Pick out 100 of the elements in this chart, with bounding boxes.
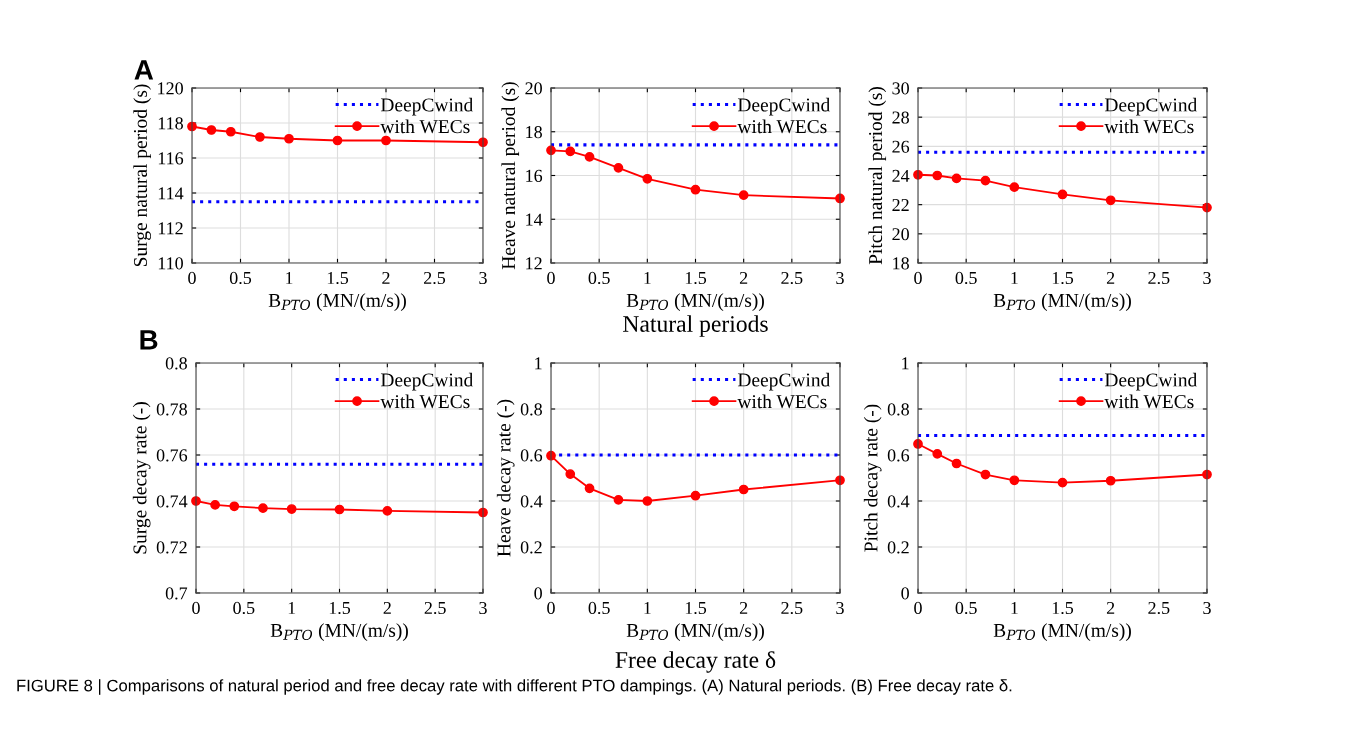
y-tick-label: 0: [901, 587, 909, 600]
legend-label: with WECs: [737, 119, 827, 134]
y-tick-label: 114: [158, 187, 184, 200]
y-tick-label: 12: [526, 257, 542, 270]
y-tick-label: 22: [892, 198, 909, 211]
x-tick-label: 3: [1203, 601, 1211, 615]
y-tick-label: 20: [892, 228, 909, 241]
y-axis-title: Heave natural period (s): [501, 82, 520, 270]
y-tick-label: 110: [158, 257, 183, 270]
y-tick-label: 24: [892, 169, 910, 182]
point: [1105, 475, 1116, 486]
x-tick-label: 2.5: [781, 271, 803, 285]
y-tick-label: 28: [892, 111, 909, 124]
x-tick-label: 1.5: [327, 271, 349, 285]
point: [738, 190, 749, 201]
point: [1057, 477, 1068, 488]
x-tick-label: 1.5: [1052, 271, 1074, 285]
y-tick-label: 26: [892, 140, 910, 153]
x-tick-label: 2.5: [781, 601, 803, 615]
y-tick-label: 18: [526, 126, 542, 139]
y-tick-label: 0.6: [887, 449, 910, 462]
x-axis-title: B$_{PTO}$ (MN/(m/s)): [626, 623, 764, 641]
caption: FIGURE 8 | Comparisons of natural period and free decay rate with different PTO dampings. (A) Natural periods. (B) Free decay rate δ.: [17, 679, 1012, 695]
point: [1057, 189, 1068, 200]
x-tick-label: 2: [382, 271, 390, 284]
legend-label: DeepCwind: [737, 372, 831, 391]
point: [932, 170, 943, 181]
x-axis-title: B$_{PTO}$ (MN/(m/s)): [993, 623, 1131, 641]
x-tick-label: 1: [288, 601, 296, 614]
y-tick-label: 112: [158, 222, 183, 235]
point: [381, 135, 391, 146]
y-tick-label: 30: [892, 82, 909, 95]
y-tick-label: 16: [526, 169, 543, 182]
x-tick-label: 1: [644, 601, 651, 614]
y-tick-label: 118: [158, 117, 183, 130]
point: [210, 500, 220, 510]
x-tick-label: 1.5: [685, 601, 707, 615]
point: [613, 494, 624, 505]
y-tick-label: 0.6: [520, 449, 543, 462]
y-tick-label: 18: [893, 257, 909, 270]
x-tick-label: 1: [644, 271, 651, 284]
legend-label: DeepCwind: [380, 372, 474, 391]
y-tick-label: 116: [158, 152, 184, 165]
x-tick-label: 0: [547, 271, 555, 285]
x-tick-label: 1.5: [1052, 601, 1074, 615]
x-tick-label: 0.5: [233, 601, 255, 615]
point: [286, 504, 297, 514]
x-tick-label: 0.5: [955, 271, 977, 285]
point: [1009, 182, 1020, 193]
point: [382, 506, 393, 516]
y-tick-label: 0.74: [156, 495, 188, 508]
x-tick-label: 1: [1011, 601, 1018, 614]
x-tick-label: 3: [1203, 271, 1211, 285]
y-tick-label: 120: [158, 82, 183, 95]
legend-label: with WECs: [1104, 394, 1194, 409]
x-tick-label: 0: [914, 601, 922, 615]
y-tick-label: 0: [534, 587, 542, 600]
point: [951, 458, 962, 469]
y-tick-label: 0.4: [887, 495, 910, 508]
point: [225, 126, 236, 137]
point: [584, 152, 595, 162]
x-tick-label: 3: [479, 601, 487, 615]
x-tick-label: 2: [739, 271, 748, 284]
point: [1105, 195, 1116, 206]
x-tick-label: 0.5: [229, 271, 252, 285]
x-axis-title: B$_{PTO}$ (MN/(m/s)): [993, 293, 1131, 311]
text: B: [140, 330, 158, 350]
y-tick-label: 0.4: [520, 495, 543, 508]
y-tick-label: 14: [526, 213, 543, 226]
point: [565, 469, 576, 479]
y-tick-label: 0.8: [520, 403, 542, 416]
point: [613, 162, 624, 173]
x-tick-label: 2.5: [1148, 271, 1170, 285]
y-axis-title: Surge natural period (s): [133, 84, 152, 267]
x-tick-label: 0.5: [955, 601, 977, 615]
x-axis-title: B$_{PTO}$ (MN/(m/s)): [270, 623, 408, 641]
x-tick-label: 2.5: [424, 271, 446, 285]
point: [642, 173, 653, 184]
point: [332, 135, 343, 146]
point: [642, 496, 653, 506]
y-tick-label: 0.2: [887, 541, 909, 554]
x-tick-label: 2: [383, 601, 391, 614]
x-tick-label: 0: [547, 601, 555, 615]
y-tick-label: 20: [525, 82, 542, 95]
point: [258, 503, 268, 513]
point: [229, 501, 240, 512]
x-tick-label: 3: [836, 601, 844, 615]
x-tick-label: 1.5: [329, 601, 351, 615]
y-axis-title: Heave decay rate (-): [496, 399, 515, 557]
point: [284, 133, 294, 144]
legend-label: with WECs: [737, 394, 827, 409]
x-tick-label: 0: [914, 271, 922, 285]
x-tick-label: 1: [286, 271, 293, 284]
legend-label: DeepCwind: [1104, 97, 1198, 116]
x-tick-label: 3: [479, 271, 487, 285]
x-tick-label: 2: [739, 601, 748, 614]
y-tick-label: 0.78: [156, 403, 187, 416]
y-axis-title: Pitch natural period (s): [868, 86, 887, 265]
y-tick-label: 0.7: [165, 587, 188, 600]
point: [565, 146, 576, 157]
